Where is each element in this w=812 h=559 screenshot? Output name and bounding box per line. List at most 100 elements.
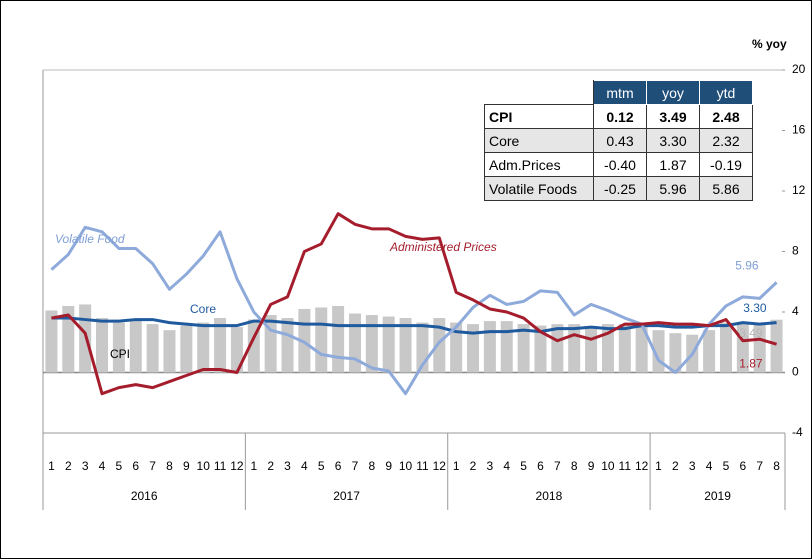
table-cell: 1.87 — [646, 152, 700, 177]
x-tick-label: 8 — [571, 459, 578, 473]
table-cell: 5.96 — [646, 176, 700, 201]
x-tick-label: 6 — [537, 459, 544, 473]
bar — [112, 322, 125, 373]
y-axis-label: % yoy — [752, 37, 787, 51]
table-cell: 3.30 — [646, 128, 700, 153]
table-cell: Adm.Prices — [484, 152, 594, 177]
value-label: 1.87 — [739, 356, 763, 370]
bar — [382, 316, 395, 373]
table-row: CPI 0.12 3.49 2.48 — [484, 104, 753, 129]
bar — [45, 310, 58, 373]
bar — [585, 328, 598, 373]
y-tick-label: 8 — [792, 244, 799, 258]
bar — [669, 333, 682, 373]
x-tick-label: 12 — [635, 459, 649, 473]
x-tick-label: 10 — [197, 459, 211, 473]
bar — [601, 324, 614, 373]
bar — [230, 327, 243, 373]
bar — [315, 307, 328, 373]
x-tick-label: 7 — [352, 459, 359, 473]
table-cell: Volatile Foods — [484, 176, 594, 201]
bar — [62, 305, 75, 373]
y-tick-label: 16 — [792, 123, 806, 137]
x-tick-label: 8 — [773, 459, 780, 473]
x-tick-label: 3 — [689, 459, 696, 473]
table-cell: 0.12 — [593, 104, 647, 129]
series-label: CPI — [110, 347, 130, 361]
bar — [770, 319, 783, 373]
bar — [635, 325, 648, 373]
x-tick-label: 5 — [116, 459, 123, 473]
series-label: Administered Prices — [389, 240, 497, 254]
series-label: Core — [190, 302, 216, 316]
x-tick-label: 8 — [368, 459, 375, 473]
table-cell: 2.32 — [699, 128, 753, 153]
table-cell: CPI — [484, 104, 594, 129]
x-tick-label: 1 — [250, 459, 257, 473]
x-tick-label: 3 — [284, 459, 291, 473]
value-label: 3.49 — [739, 326, 763, 340]
x-tick-label: 7 — [554, 459, 561, 473]
x-tick-label: 5 — [318, 459, 325, 473]
table-header-cell: yoy — [646, 80, 700, 105]
bar — [433, 318, 446, 373]
x-tick-label: 9 — [183, 459, 190, 473]
bar — [264, 315, 277, 373]
series-line — [51, 316, 777, 335]
table-header-row: mtm yoy ytd — [484, 80, 753, 105]
x-tick-label: 11 — [619, 459, 632, 473]
x-tick-label: 4 — [706, 459, 713, 473]
bar — [568, 324, 581, 373]
bar — [719, 322, 732, 373]
x-tick-label: 3 — [82, 459, 89, 473]
x-tick-label: 10 — [399, 459, 413, 473]
table-cell: -0.40 — [593, 152, 647, 177]
table-cell: 3.49 — [646, 104, 700, 129]
table-cell: 2.48 — [699, 104, 753, 129]
y-tick-label: 4 — [792, 304, 799, 318]
x-tick-label: 2 — [65, 459, 72, 473]
year-label: 2016 — [131, 489, 158, 503]
x-tick-label: 2 — [672, 459, 679, 473]
x-tick-label: 9 — [385, 459, 392, 473]
bar — [483, 321, 496, 373]
bar — [399, 318, 412, 373]
x-tick-label: 1 — [453, 459, 460, 473]
table-row: Adm.Prices -0.40 1.87 -0.19 — [484, 152, 753, 177]
x-tick-label: 4 — [301, 459, 308, 473]
table-row: Volatile Foods -0.25 5.96 5.86 — [484, 176, 753, 201]
bar — [517, 324, 530, 373]
table-cell: -0.25 — [593, 176, 647, 201]
series-label: Volatile Food — [55, 232, 125, 246]
x-tick-label: 11 — [416, 459, 429, 473]
bar — [163, 330, 176, 373]
table-corner — [484, 80, 594, 105]
x-tick-label: 5 — [520, 459, 527, 473]
summary-table: mtm yoy ytd CPI 0.12 3.49 2.48 Core 0.43 3.30 2.32… — [484, 80, 753, 201]
x-tick-label: 5 — [723, 459, 730, 473]
bar — [500, 321, 513, 373]
bar — [214, 318, 227, 373]
y-tick-label: 0 — [792, 365, 799, 379]
bar — [450, 322, 463, 373]
table-row: Core 0.43 3.30 2.32 — [484, 128, 753, 153]
bar — [96, 318, 109, 373]
x-tick-label: 9 — [588, 459, 595, 473]
x-tick-label: 3 — [487, 459, 494, 473]
x-tick-label: 10 — [601, 459, 615, 473]
x-tick-label: 6 — [739, 459, 746, 473]
x-tick-label: 2 — [470, 459, 477, 473]
bar — [348, 313, 361, 373]
value-label: 3.30 — [743, 301, 767, 315]
bar — [197, 322, 210, 373]
series-line — [51, 212, 777, 396]
table-cell: -0.19 — [699, 152, 753, 177]
year-label: 2018 — [536, 489, 563, 503]
bar — [703, 330, 716, 373]
x-tick-label: 4 — [503, 459, 510, 473]
year-label: 2019 — [704, 489, 731, 503]
table-header-cell: ytd — [699, 80, 753, 105]
bar — [467, 324, 480, 373]
bar — [332, 305, 345, 373]
